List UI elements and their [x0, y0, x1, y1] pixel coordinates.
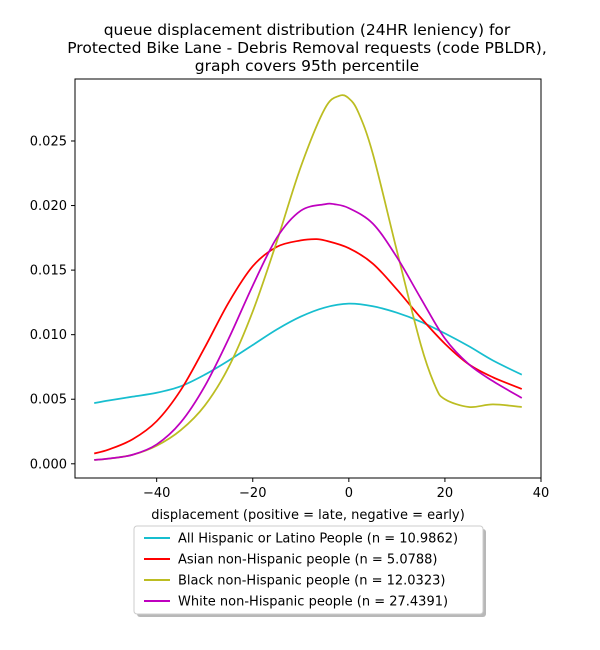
series-line-4: [94, 202, 523, 461]
chart-title-line-2: Protected Bike Lane - Debris Removal req…: [67, 39, 547, 57]
x-axis-ticks: −40 −20 0 20 40: [143, 478, 549, 501]
legend-entries: All Hispanic or Latino People (n = 10.98…: [144, 532, 458, 610]
y-tick-label: 0.025: [30, 134, 67, 149]
x-axis-label: displacement (positive = late, negative …: [151, 508, 465, 523]
legend-label-2: Asian non-Hispanic people (n = 5.0788): [178, 553, 437, 568]
x-tick-label: 40: [533, 486, 550, 501]
y-axis-ticks: 0.000 0.005 0.010 0.015 0.020 0.025: [30, 134, 75, 472]
legend-box: [133, 525, 484, 615]
legend-label-1: All Hispanic or Latino People (n = 10.98…: [178, 532, 458, 547]
legend: All Hispanic or Latino People (n = 10.98…: [133, 525, 486, 617]
y-tick-label: 0.015: [30, 264, 67, 279]
y-tick-label: 0.005: [30, 393, 67, 408]
legend-label-3: Black non-Hispanic people (n = 12.0323): [178, 574, 445, 589]
y-tick-label: 0.010: [30, 328, 67, 343]
plot-frame: [74, 78, 542, 479]
series-line-1: [94, 302, 523, 404]
y-tick-label: 0.020: [30, 199, 67, 214]
series-line-2: [93, 238, 523, 455]
x-tick-label: −20: [239, 486, 266, 501]
series-line-3: [94, 94, 522, 461]
x-tick-label: −40: [143, 486, 170, 501]
series-lines: [93, 94, 523, 461]
legend-label-4: White non-Hispanic people (n = 27.4391): [178, 595, 448, 610]
chart-title-line-3: graph covers 95th percentile: [195, 57, 419, 75]
y-tick-label: 0.000: [30, 457, 67, 472]
chart-title-line-1: queue displacement distribution (24HR le…: [104, 21, 511, 39]
x-tick-label: 20: [437, 486, 454, 501]
chart-title: queue displacement distribution (24HR le…: [67, 21, 547, 75]
x-tick-label: 0: [345, 486, 353, 501]
